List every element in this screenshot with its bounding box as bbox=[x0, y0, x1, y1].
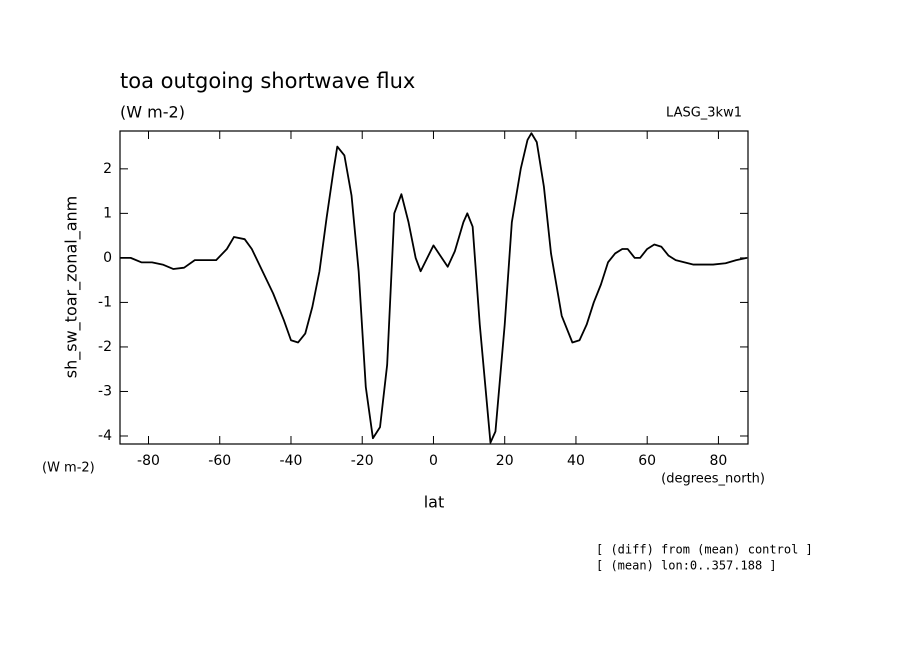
data-line bbox=[120, 132, 748, 444]
y-tick-label: 2 bbox=[103, 161, 112, 177]
y-units: (W m-2) bbox=[42, 461, 95, 476]
dataset-label: LASG_3kw1 bbox=[666, 106, 742, 121]
y-tick-label: 0 bbox=[103, 250, 112, 266]
x-units: (degrees_north) bbox=[661, 472, 765, 487]
x-axis-title: lat bbox=[424, 493, 445, 512]
footnote: [ (diff) from (mean) control ] bbox=[596, 543, 813, 557]
y-tick-label: -2 bbox=[98, 339, 112, 355]
x-tick-label: 40 bbox=[567, 453, 585, 469]
y-tick-label: 1 bbox=[103, 205, 112, 221]
plot-frame bbox=[119, 130, 749, 445]
y-tick-label: -1 bbox=[98, 294, 112, 310]
y-axis-title: sh_sw_toar_zonal_anm bbox=[62, 196, 82, 378]
x-tick-label: 60 bbox=[638, 453, 656, 469]
chart-subtitle: (W m-2) bbox=[120, 103, 185, 122]
x-tick-label: -40 bbox=[280, 453, 303, 469]
y-tick-label: -4 bbox=[98, 428, 112, 444]
x-tick-label: -20 bbox=[351, 453, 374, 469]
x-tick-label: 80 bbox=[710, 453, 728, 469]
x-tick-label: 20 bbox=[496, 453, 514, 469]
x-tick-label: -80 bbox=[137, 453, 160, 469]
footnote: [ (mean) lon:0..357.188 ] bbox=[596, 559, 777, 573]
chart-title: toa outgoing shortwave flux bbox=[120, 69, 415, 93]
x-tick-label: -60 bbox=[208, 453, 231, 469]
y-tick-label: -3 bbox=[98, 383, 112, 399]
x-tick-label: 0 bbox=[429, 453, 438, 469]
